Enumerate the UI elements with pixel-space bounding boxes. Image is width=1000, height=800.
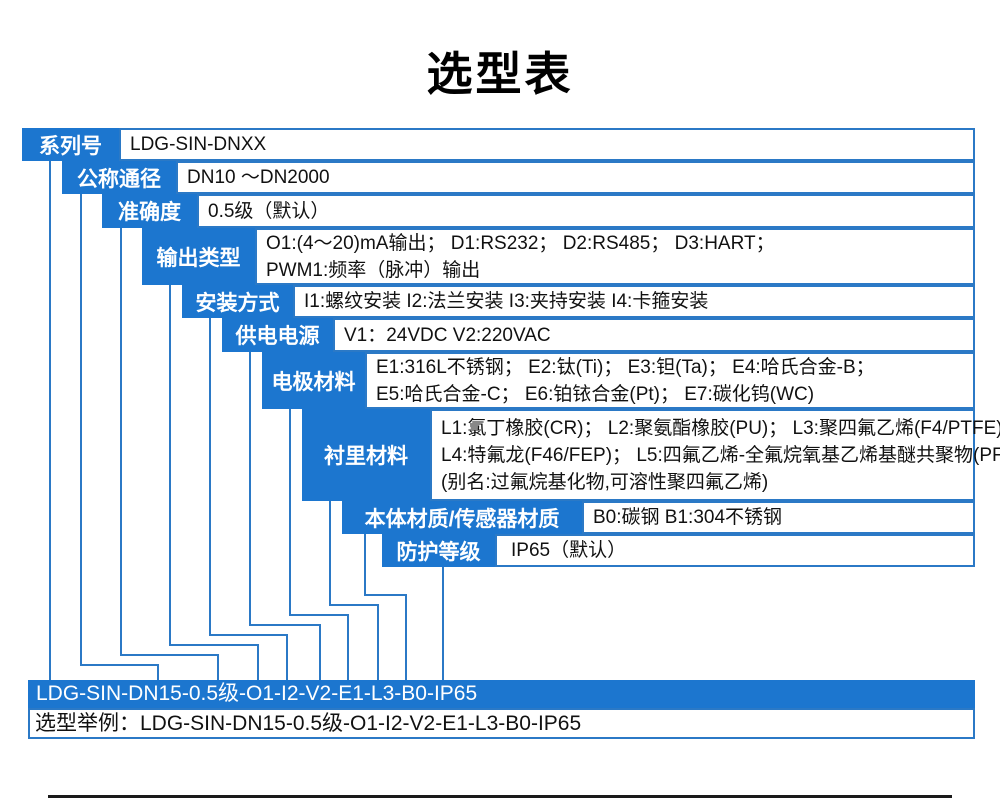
row-value-line: PWM1:频率（脉冲）输出 (266, 259, 481, 281)
row-label: 本体材质/传感器材质 (342, 501, 582, 534)
row-label: 准确度 (102, 194, 197, 228)
row-label-text: 衬里材料 (324, 445, 408, 468)
row-value-line: E1:316L不锈钢； E2:钛(Ti)； E3:钽(Ta)； E4:哈氏合金-… (376, 356, 875, 378)
row-value-line: E5:哈氏合金-C； E6:铂铱合金(Pt)； E7:碳化钨(WC) (376, 383, 815, 405)
row-value-line: O1:(4～20)mA输出； D1:RS232； D2:RS485； D3:HA… (266, 232, 775, 254)
row-value-line: B0:碳钢 B1:304不锈钢 (593, 507, 783, 528)
row-value: DN10 ～DN2000 (176, 161, 975, 194)
row-installation: 安装方式 I1:螺纹安装 I2:法兰安装 I3:夹持安装 I4:卡箍安装 (182, 285, 975, 318)
model-code-bar: LDG-SIN-DN15-0.5级-O1-I2-V2-E1-L3-B0-IP65 (28, 680, 975, 708)
row-label-text: 准确度 (118, 201, 181, 224)
row-accuracy: 准确度 0.5级（默认） (102, 194, 975, 228)
row-value-line: L4:特氟龙(F46/FEP)； L5:四氟乙烯-全氟烷氧基乙烯基醚共聚物(PF… (441, 444, 1000, 466)
page-title: 选型表 (426, 48, 574, 100)
row-label: 供电电源 (222, 318, 333, 352)
row-value-line: (别名:过氟烷基化物,可溶性聚四氟乙烯) (441, 471, 769, 493)
row-value-line: LDG-SIN-DNXX (130, 134, 267, 155)
row-body-material: 本体材质/传感器材质 B0:碳钢 B1:304不锈钢 (342, 501, 975, 534)
row-nominal-diameter: 公称通径 DN10 ～DN2000 (62, 161, 975, 194)
row-value-line: 0.5级（默认） (208, 200, 330, 222)
row-label-text: 公称通径 (77, 167, 161, 191)
row-label-text: 本体材质/传感器材质 (364, 507, 560, 531)
row-value: O1:(4～20)mA输出； D1:RS232； D2:RS485； D3:HA… (255, 228, 975, 285)
row-label: 公称通径 (62, 161, 176, 194)
row-power-supply: 供电电源 V1：24VDC V2:220VAC (222, 318, 975, 352)
row-label: 衬里材料 (302, 409, 430, 501)
row-value-line: IP65（默认） (511, 540, 627, 561)
row-electrode-material: 电极材料 E1:316L不锈钢； E2:钛(Ti)； E3:钽(Ta)； E4:… (262, 352, 975, 409)
row-value-line: L1:氯丁橡胶(CR)； L2:聚氨酯橡胶(PU)； L3:聚四氟乙烯(F4/P… (441, 417, 1000, 439)
row-value: B0:碳钢 B1:304不锈钢 (582, 501, 975, 534)
row-value: L1:氯丁橡胶(CR)； L2:聚氨酯橡胶(PU)； L3:聚四氟乙烯(F4/P… (430, 409, 1000, 501)
row-label-text: 防护等级 (396, 540, 481, 564)
row-label: 电极材料 (262, 352, 365, 409)
row-value: E1:316L不锈钢； E2:钛(Ti)； E3:钽(Ta)； E4:哈氏合金-… (365, 352, 975, 409)
row-output-type: 输出类型 O1:(4～20)mA输出； D1:RS232； D2:RS485； … (142, 228, 975, 285)
row-label: 安装方式 (182, 285, 293, 318)
row-label: 系列号 (22, 128, 119, 161)
row-value: IP65（默认） (495, 534, 975, 567)
row-protection-rating: 防护等级 IP65（默认） (382, 534, 975, 567)
row-lining-material: 衬里材料 L1:氯丁橡胶(CR)； L2:聚氨酯橡胶(PU)； L3:聚四氟乙烯… (302, 409, 1000, 501)
row-label-text: 输出类型 (156, 246, 241, 270)
row-label: 输出类型 (142, 228, 255, 285)
row-value-line: DN10 ～DN2000 (187, 167, 330, 188)
row-value: V1：24VDC V2:220VAC (333, 318, 975, 352)
row-value: I1:螺纹安装 I2:法兰安装 I3:夹持安装 I4:卡箍安装 (293, 285, 975, 318)
row-value: 0.5级（默认） (197, 194, 975, 228)
bottom-divider (48, 795, 952, 798)
row-label-text: 供电电源 (235, 325, 320, 348)
row-value-line: V1：24VDC V2:220VAC (344, 324, 551, 346)
row-label-text: 电极材料 (271, 370, 356, 394)
row-value: LDG-SIN-DNXX (119, 128, 975, 161)
row-series: 系列号 LDG-SIN-DNXX (22, 128, 975, 161)
row-label: 防护等级 (382, 534, 495, 567)
selection-example: 选型举例：LDG-SIN-DN15-0.5级-O1-I2-V2-E1-L3-B0… (28, 708, 975, 739)
row-value-line: I1:螺纹安装 I2:法兰安装 I3:夹持安装 I4:卡箍安装 (304, 291, 709, 312)
row-label-text: 安装方式 (195, 291, 280, 315)
row-label-text: 系列号 (39, 134, 102, 158)
